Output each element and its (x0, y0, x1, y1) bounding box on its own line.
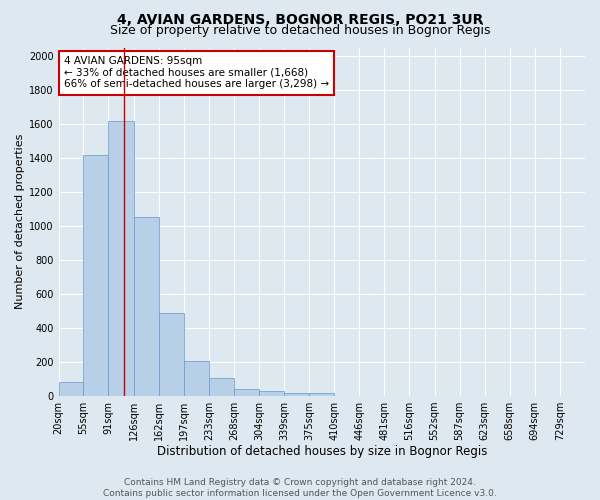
Bar (309, 394, 334, 396)
Bar (134, 218, 158, 396)
Bar (234, 389, 259, 396)
Text: Size of property relative to detached houses in Bognor Regis: Size of property relative to detached ho… (110, 24, 490, 37)
X-axis label: Distribution of detached houses by size in Bognor Regis: Distribution of detached houses by size … (157, 444, 487, 458)
Bar (59, 382, 83, 396)
Bar (109, 120, 134, 396)
Y-axis label: Number of detached properties: Number of detached properties (15, 134, 25, 310)
Bar (158, 312, 184, 396)
Text: 4 AVIAN GARDENS: 95sqm
← 33% of detached houses are smaller (1,668)
66% of semi-: 4 AVIAN GARDENS: 95sqm ← 33% of detached… (64, 56, 329, 90)
Text: Contains HM Land Registry data © Crown copyright and database right 2024.
Contai: Contains HM Land Registry data © Crown c… (103, 478, 497, 498)
Bar (83, 154, 109, 396)
Bar (209, 378, 234, 396)
Bar (184, 361, 209, 396)
Text: 4, AVIAN GARDENS, BOGNOR REGIS, PO21 3UR: 4, AVIAN GARDENS, BOGNOR REGIS, PO21 3UR (117, 12, 483, 26)
Bar (284, 392, 309, 396)
Bar (259, 391, 284, 396)
